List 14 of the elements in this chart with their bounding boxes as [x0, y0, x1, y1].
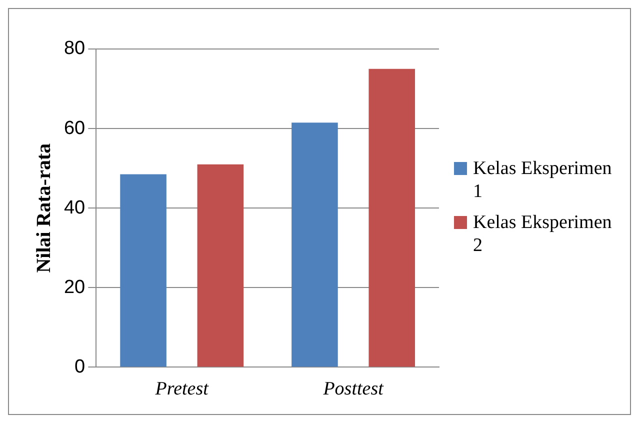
legend-label: Kelas Eksperimen 2: [473, 211, 613, 257]
y-tick-label: 60: [64, 118, 86, 139]
y-tick-label: 0: [74, 356, 86, 378]
y-tick-label: 80: [64, 38, 86, 60]
legend-label: Kelas Eksperimen 1: [473, 157, 613, 203]
y-tick-label: 40: [64, 197, 86, 218]
bar: [368, 68, 415, 367]
x-tick-label: Posttest: [322, 378, 384, 400]
bar: [197, 164, 244, 367]
x-tick-label: Pretest: [154, 378, 210, 400]
y-tick-label: 20: [64, 276, 86, 298]
bar: [120, 174, 166, 367]
bar: [292, 122, 338, 367]
y-axis-title: Nilai Rata-rata: [33, 143, 56, 273]
